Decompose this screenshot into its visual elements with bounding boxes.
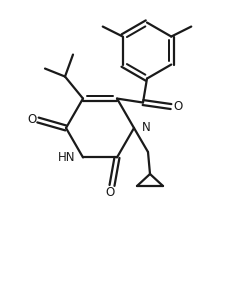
Text: O: O <box>173 100 183 113</box>
Text: O: O <box>27 112 37 126</box>
Text: HN: HN <box>58 151 76 164</box>
Text: O: O <box>105 186 115 199</box>
Text: N: N <box>142 120 151 133</box>
